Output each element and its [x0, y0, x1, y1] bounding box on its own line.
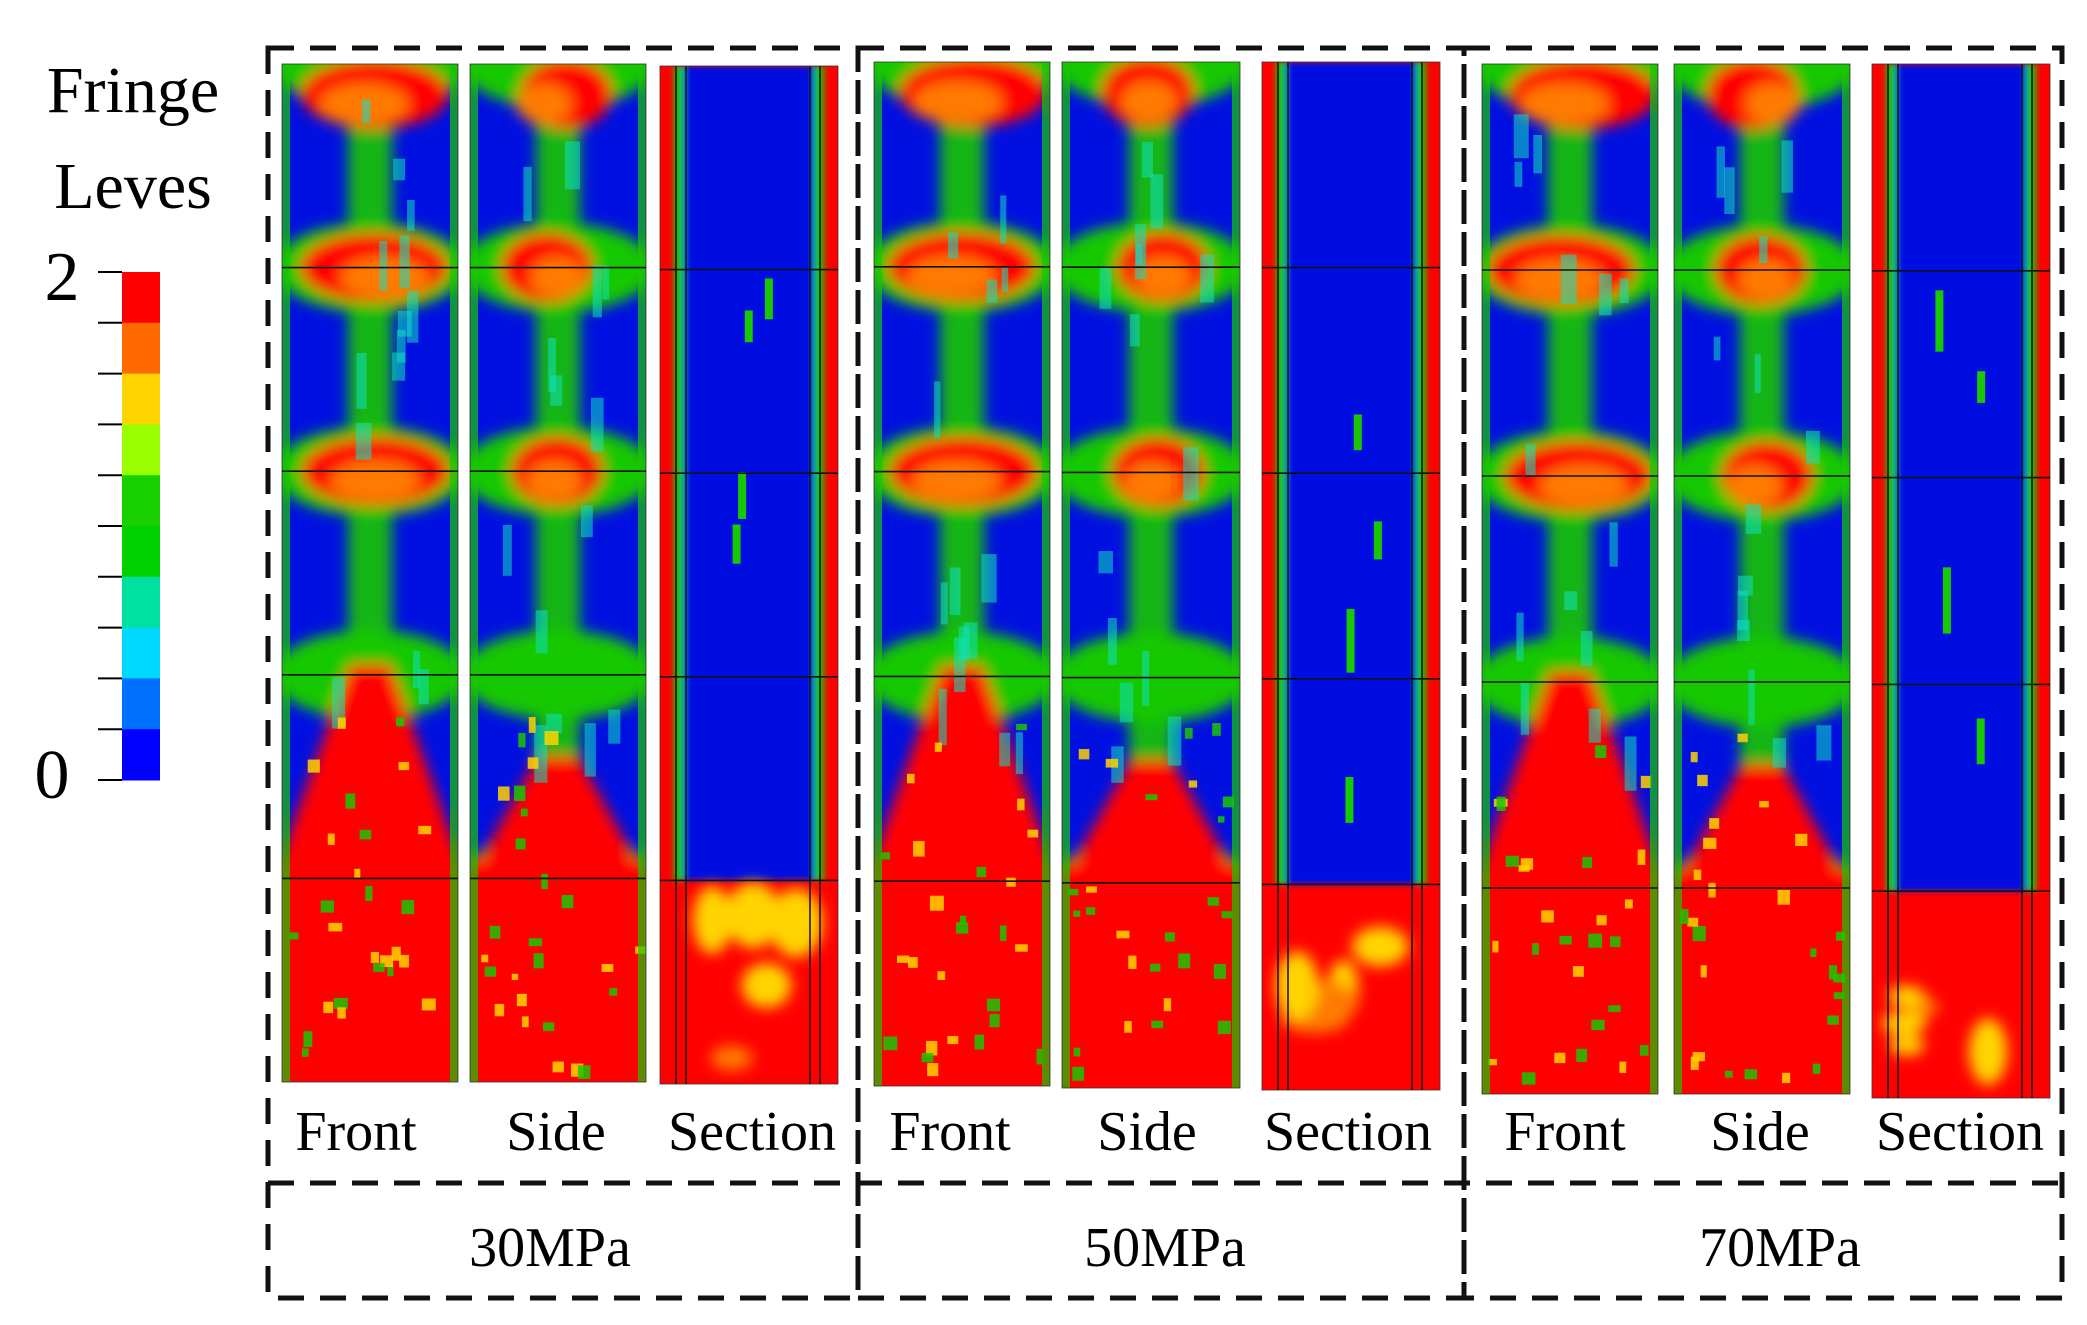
legend-title-line1: Fringe [47, 54, 219, 127]
legend-max-label: 2 [45, 239, 80, 316]
legend-swatch [122, 373, 160, 425]
view-label-side: Side [506, 1101, 606, 1163]
group-labels: 30MPa 50MPa 70MPa [469, 1217, 1861, 1279]
group-frames [265, 45, 2065, 1301]
legend-ticks [98, 271, 122, 781]
contour-panel-front [281, 63, 459, 1083]
contour-panel-side [1673, 63, 1851, 1095]
group-frame-70mpa [1461, 45, 2065, 1301]
legend-min-label: 0 [35, 737, 70, 814]
legend-swatch [122, 678, 160, 730]
legend-swatch [122, 729, 160, 781]
legend-swatch [122, 475, 160, 527]
legend-swatch [122, 526, 160, 578]
view-labels: Front Side Section Front Side Section Fr… [295, 1101, 2044, 1163]
contour-panel-front [873, 61, 1051, 1087]
view-label-section: Section [1876, 1101, 2044, 1163]
legend-swatch [122, 424, 160, 476]
view-label-section: Section [668, 1101, 836, 1163]
view-label-front: Front [889, 1101, 1011, 1163]
group-label-50mpa: 50MPa [1084, 1217, 1246, 1279]
group-label-70mpa: 70MPa [1699, 1217, 1861, 1279]
legend-title-line2: Leves [54, 150, 212, 223]
legend-swatch [122, 576, 160, 629]
legend-swatch [122, 627, 160, 679]
legend-swatch [122, 322, 160, 375]
contour-panel-section [659, 65, 839, 1085]
group-label-30mpa: 30MPa [469, 1217, 631, 1279]
legend: Fringe Leves 2 0 [35, 54, 220, 814]
legend-swatch [122, 272, 160, 324]
legend-color-bar [122, 272, 160, 781]
view-label-front: Front [295, 1101, 417, 1163]
view-label-front: Front [1504, 1101, 1626, 1163]
contour-panel-side [1061, 61, 1241, 1089]
contour-panel-section [1871, 63, 2051, 1099]
contour-panel-side [469, 63, 647, 1083]
view-label-side: Side [1710, 1101, 1810, 1163]
contour-panel-section [1261, 61, 1441, 1091]
view-label-section: Section [1264, 1101, 1432, 1163]
group-frame-30mpa [265, 45, 861, 1301]
contour-panel-front [1481, 63, 1659, 1095]
panels [281, 61, 2051, 1099]
view-label-side: Side [1097, 1101, 1197, 1163]
